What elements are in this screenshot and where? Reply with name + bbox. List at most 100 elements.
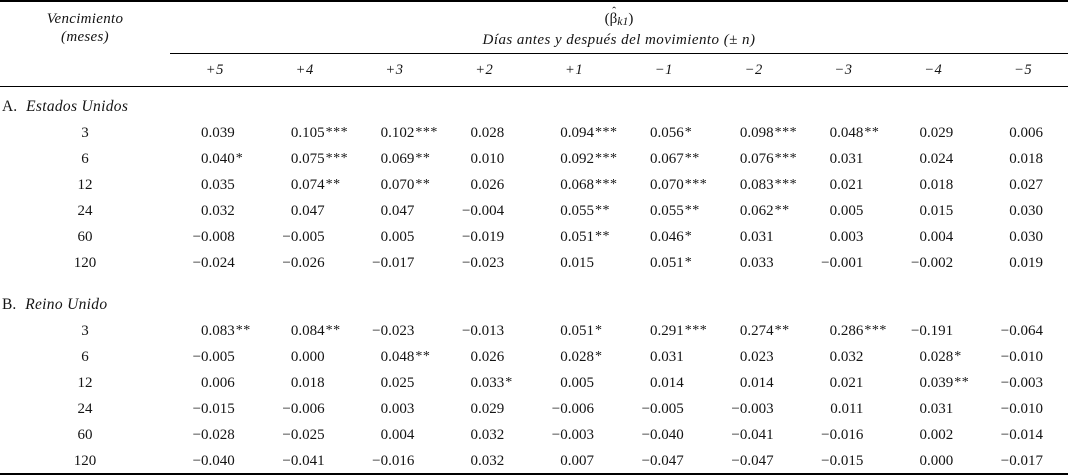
- significance-stars: **: [595, 229, 610, 244]
- paren-open: (: [604, 11, 610, 27]
- coefficient-cell: 0.092 ***: [529, 146, 619, 172]
- significance-stars: *: [235, 151, 244, 166]
- coefficient-value: 0.031: [739, 228, 774, 245]
- coefficient-value: 0.029: [919, 124, 954, 141]
- coefficient-cell: 0.039 **: [888, 370, 978, 396]
- coefficient-cell: 0.018: [888, 172, 978, 198]
- coefficient-value: 0.000: [919, 452, 954, 469]
- coefficient-value: 0.105: [290, 124, 325, 141]
- coefficient-cell: 0.048 **: [799, 120, 889, 146]
- column-header: +1: [564, 61, 584, 78]
- significance-stars: *: [684, 255, 693, 270]
- coefficient-value: −0.005: [641, 400, 684, 417]
- coefficient-cell: 0.102 ***: [350, 120, 440, 146]
- significance-stars: **: [235, 323, 251, 338]
- row-header-label: Vencimiento (meses): [0, 2, 170, 54]
- coefficient-value: −0.023: [372, 322, 415, 339]
- column-header: +5: [205, 61, 224, 78]
- coefficient-cell: 0.040 *: [170, 146, 260, 172]
- coefficient-value: 0.291: [650, 322, 684, 339]
- coefficient-value: 0.056: [650, 124, 684, 141]
- significance-stars: *: [954, 349, 962, 364]
- coefficient-value: 0.030: [1009, 202, 1043, 219]
- significance-stars: **: [774, 203, 790, 218]
- column-header-spacer: [0, 54, 170, 86]
- table-row: 120 −0.024 −0.026 −0.017 −0.023 0.015 0.051 * 0.…: [0, 250, 1068, 276]
- column-header: −5: [1013, 61, 1033, 78]
- maturity-cell: 3: [81, 124, 89, 141]
- coefficient-value: 0.014: [739, 374, 774, 391]
- coefficient-value: 0.098: [739, 124, 774, 141]
- coefficient-value: −0.025: [282, 426, 325, 443]
- column-header: +4: [295, 61, 314, 78]
- coefficient-value: −0.008: [192, 228, 235, 245]
- coefficient-cell: −0.040: [619, 422, 709, 448]
- coefficient-cell: 0.084 **: [260, 318, 350, 344]
- coefficient-cell: 0.026: [439, 344, 529, 370]
- coefficient-value: 0.069: [380, 150, 415, 167]
- coefficient-value: 0.032: [829, 348, 864, 365]
- coefficient-value: 0.028: [919, 348, 954, 365]
- coefficient-cell: −0.001: [799, 250, 889, 276]
- coefficient-cell: 0.032: [799, 344, 889, 370]
- coefficient-cell: −0.015: [170, 396, 260, 422]
- coefficient-cell: 0.062 **: [709, 198, 799, 224]
- significance-stars: **: [954, 375, 970, 390]
- significance-stars: ***: [595, 151, 618, 166]
- table-row: 12 0.035 0.074 ** 0.070 ** 0.026 0.068 *** 0.070 *…: [0, 172, 1068, 198]
- significance-stars: **: [684, 151, 700, 166]
- significance-stars: ***: [595, 177, 618, 192]
- coefficient-value: 0.032: [470, 452, 505, 469]
- coefficient-cell: 0.028: [439, 120, 529, 146]
- coefficient-cell: 0.032: [439, 422, 529, 448]
- coefficient-cell: 0.021: [799, 370, 889, 396]
- coefficient-value: 0.074: [290, 176, 325, 193]
- coefficient-value: 0.006: [1009, 124, 1043, 141]
- coefficient-value: 0.092: [560, 150, 594, 167]
- coefficient-value: −0.010: [1000, 348, 1043, 365]
- coefficient-value: 0.031: [650, 348, 684, 365]
- coefficient-value: 0.002: [919, 426, 954, 443]
- coefficient-cell: 0.000: [888, 448, 978, 473]
- significance-stars: ***: [684, 177, 708, 192]
- coefficient-cell: 0.291 ***: [619, 318, 709, 344]
- coefficient-value: 0.070: [650, 176, 684, 193]
- coefficient-cell: −0.005: [619, 396, 709, 422]
- coefficient-value: 0.047: [380, 202, 415, 219]
- coefficient-cell: −0.025: [260, 422, 350, 448]
- coefficient-cell: 0.028 *: [888, 344, 978, 370]
- significance-stars: **: [415, 151, 431, 166]
- coefficient-cell: 0.035: [170, 172, 260, 198]
- paren-close: ): [628, 11, 634, 27]
- coefficient-value: −0.191: [910, 322, 954, 339]
- coefficient-value: 0.023: [739, 348, 774, 365]
- coefficient-value: 0.015: [919, 202, 954, 219]
- table-row: 6 −0.005 0.000 0.048 ** 0.026 0.028 * 0.031 0.023…: [0, 344, 1068, 370]
- coefficient-cell: 0.076 ***: [709, 146, 799, 172]
- significance-stars: *: [684, 125, 693, 140]
- column-header: +2: [475, 61, 494, 78]
- significance-stars: *: [505, 375, 513, 390]
- coefficient-cell: 0.068 ***: [529, 172, 619, 198]
- coefficient-cell: −0.024: [170, 250, 260, 276]
- table-row: 120 −0.040 −0.041 −0.016 0.032 0.007 −0.047 −0.…: [0, 448, 1068, 473]
- coefficient-cell: −0.017: [978, 448, 1068, 473]
- coefficient-value: 0.039: [919, 374, 954, 391]
- coefficient-value: 0.005: [380, 228, 415, 245]
- coefficient-cell: 0.015: [529, 250, 619, 276]
- coefficient-value: −0.040: [641, 426, 684, 443]
- coefficient-cell: 0.007: [529, 448, 619, 473]
- coefficient-cell: 0.055 **: [529, 198, 619, 224]
- beta-subscript: k1: [617, 15, 629, 28]
- maturity-cell: 3: [81, 322, 89, 339]
- coefficient-cell: 0.286 ***: [799, 318, 889, 344]
- coefficient-cell: −0.191: [888, 318, 978, 344]
- coefficient-cell: 0.006: [978, 120, 1068, 146]
- coefficient-value: 0.068: [560, 176, 594, 193]
- coefficient-value: 0.070: [380, 176, 415, 193]
- coefficient-value: −0.040: [192, 452, 235, 469]
- coefficient-value: −0.047: [641, 452, 684, 469]
- coefficient-value: 0.028: [470, 124, 505, 141]
- coefficient-cell: 0.039: [170, 120, 260, 146]
